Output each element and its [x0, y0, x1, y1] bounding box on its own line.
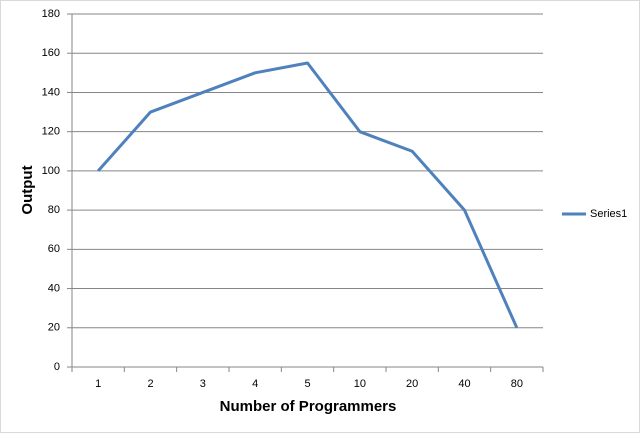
x-tick-label: 3 [200, 378, 206, 390]
x-tick-label: 4 [252, 378, 258, 390]
x-tick-label: 1 [95, 378, 101, 390]
y-tick-label: 180 [42, 8, 60, 20]
y-tick-label: 20 [48, 322, 60, 334]
x-axis-title: Number of Programmers [220, 398, 397, 415]
x-tick-label: 40 [458, 378, 470, 390]
x-tick-label: 5 [304, 378, 310, 390]
y-tick-label: 80 [48, 204, 60, 216]
legend-label: Series1 [590, 208, 627, 220]
y-axis-title: Output [19, 165, 36, 214]
x-tick-label: 10 [354, 378, 366, 390]
y-tick-label: 0 [54, 361, 60, 373]
y-tick-label: 120 [42, 126, 60, 138]
x-tick-label: 2 [147, 378, 153, 390]
y-tick-label: 140 [42, 86, 60, 98]
y-tick-label: 100 [42, 165, 60, 177]
x-tick-label: 20 [406, 378, 418, 390]
y-tick-label: 60 [48, 243, 60, 255]
data-line [97, 61, 519, 329]
y-tick-label: 40 [48, 282, 60, 294]
y-tick-label: 160 [42, 47, 60, 59]
x-tick-label: 80 [511, 378, 523, 390]
